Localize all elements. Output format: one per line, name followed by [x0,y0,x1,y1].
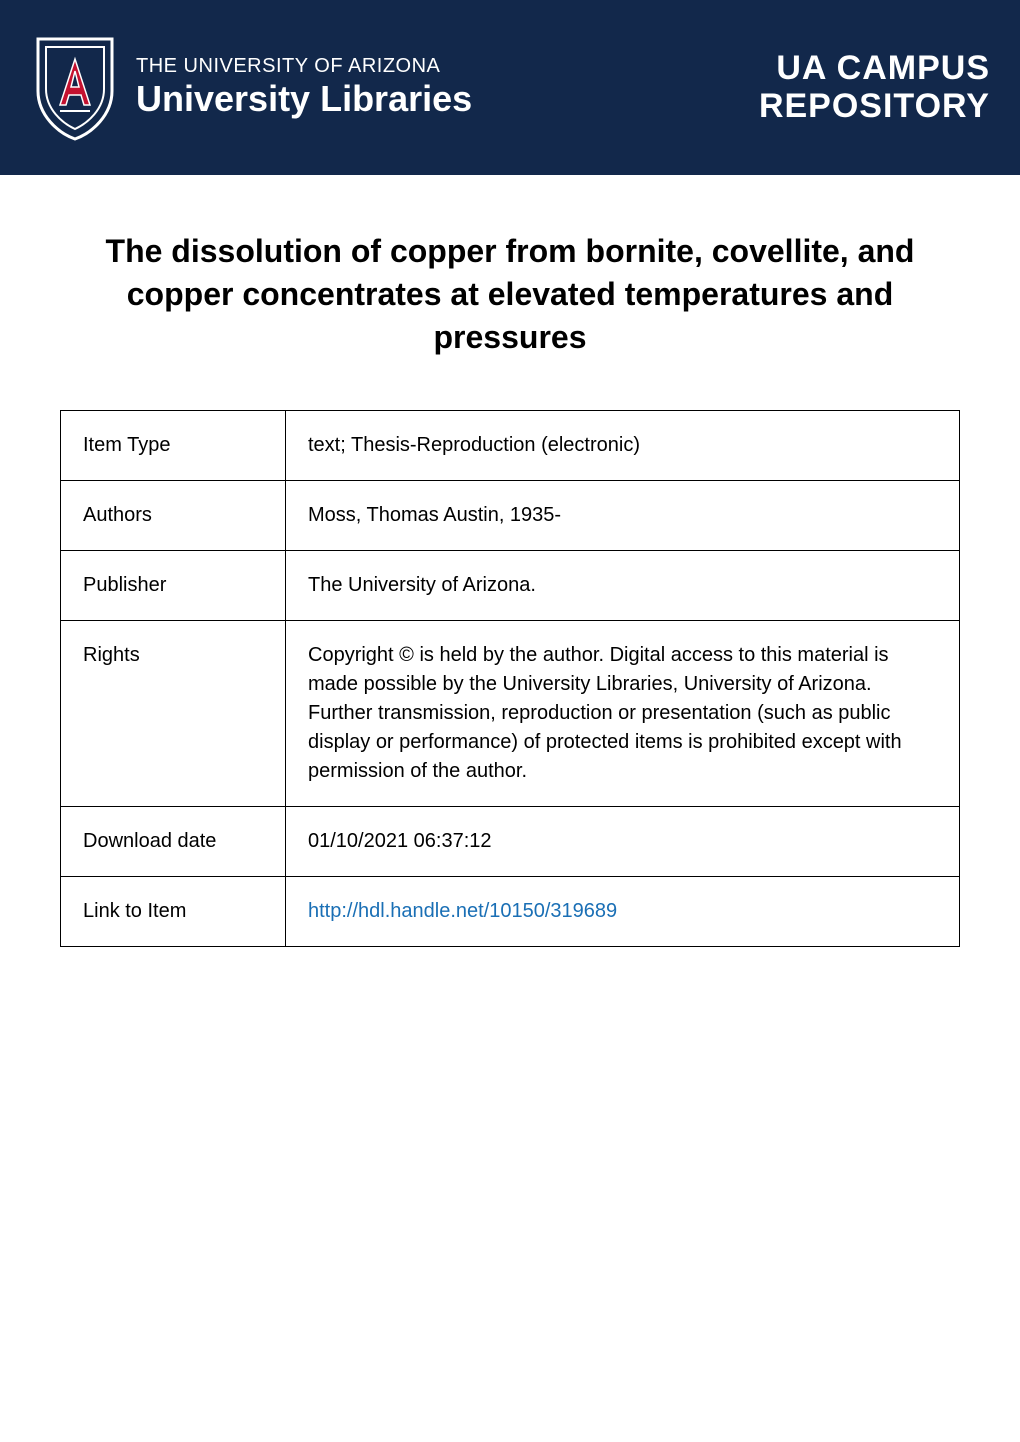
ua-shield-logo-icon [30,33,120,143]
table-row: Publisher The University of Arizona. [61,550,960,620]
table-row: Download date 01/10/2021 06:37:12 [61,806,960,876]
metadata-value: The University of Arizona. [286,550,960,620]
metadata-key: Rights [61,620,286,806]
metadata-key: Publisher [61,550,286,620]
metadata-value: Copyright © is held by the author. Digit… [286,620,960,806]
repository-title: UA CAMPUS REPOSITORY [759,50,990,125]
table-row: Authors Moss, Thomas Austin, 1935- [61,480,960,550]
metadata-key: Item Type [61,410,286,480]
metadata-key: Link to Item [61,876,286,946]
institution-text: THE UNIVERSITY OF ARIZONA University Lib… [136,55,472,119]
metadata-table: Item Type text; Thesis-Reproduction (ele… [60,410,960,947]
institution-line-large: University Libraries [136,78,472,119]
metadata-value: text; Thesis-Reproduction (electronic) [286,410,960,480]
item-handle-link[interactable]: http://hdl.handle.net/10150/319689 [308,900,617,922]
header-banner: THE UNIVERSITY OF ARIZONA University Lib… [0,0,1020,175]
metadata-key: Download date [61,806,286,876]
metadata-key: Authors [61,480,286,550]
table-row: Item Type text; Thesis-Reproduction (ele… [61,410,960,480]
logo-block: THE UNIVERSITY OF ARIZONA University Lib… [30,33,472,143]
table-row: Link to Item http://hdl.handle.net/10150… [61,876,960,946]
table-row: Rights Copyright © is held by the author… [61,620,960,806]
item-title: The dissolution of copper from bornite, … [60,230,960,360]
metadata-value: Moss, Thomas Austin, 1935- [286,480,960,550]
metadata-value: http://hdl.handle.net/10150/319689 [286,876,960,946]
repo-line-2: REPOSITORY [759,88,990,125]
metadata-value: 01/10/2021 06:37:12 [286,806,960,876]
institution-line-small: THE UNIVERSITY OF ARIZONA [136,55,472,78]
content-area: The dissolution of copper from bornite, … [0,175,1020,947]
repo-line-1: UA CAMPUS [759,50,990,87]
